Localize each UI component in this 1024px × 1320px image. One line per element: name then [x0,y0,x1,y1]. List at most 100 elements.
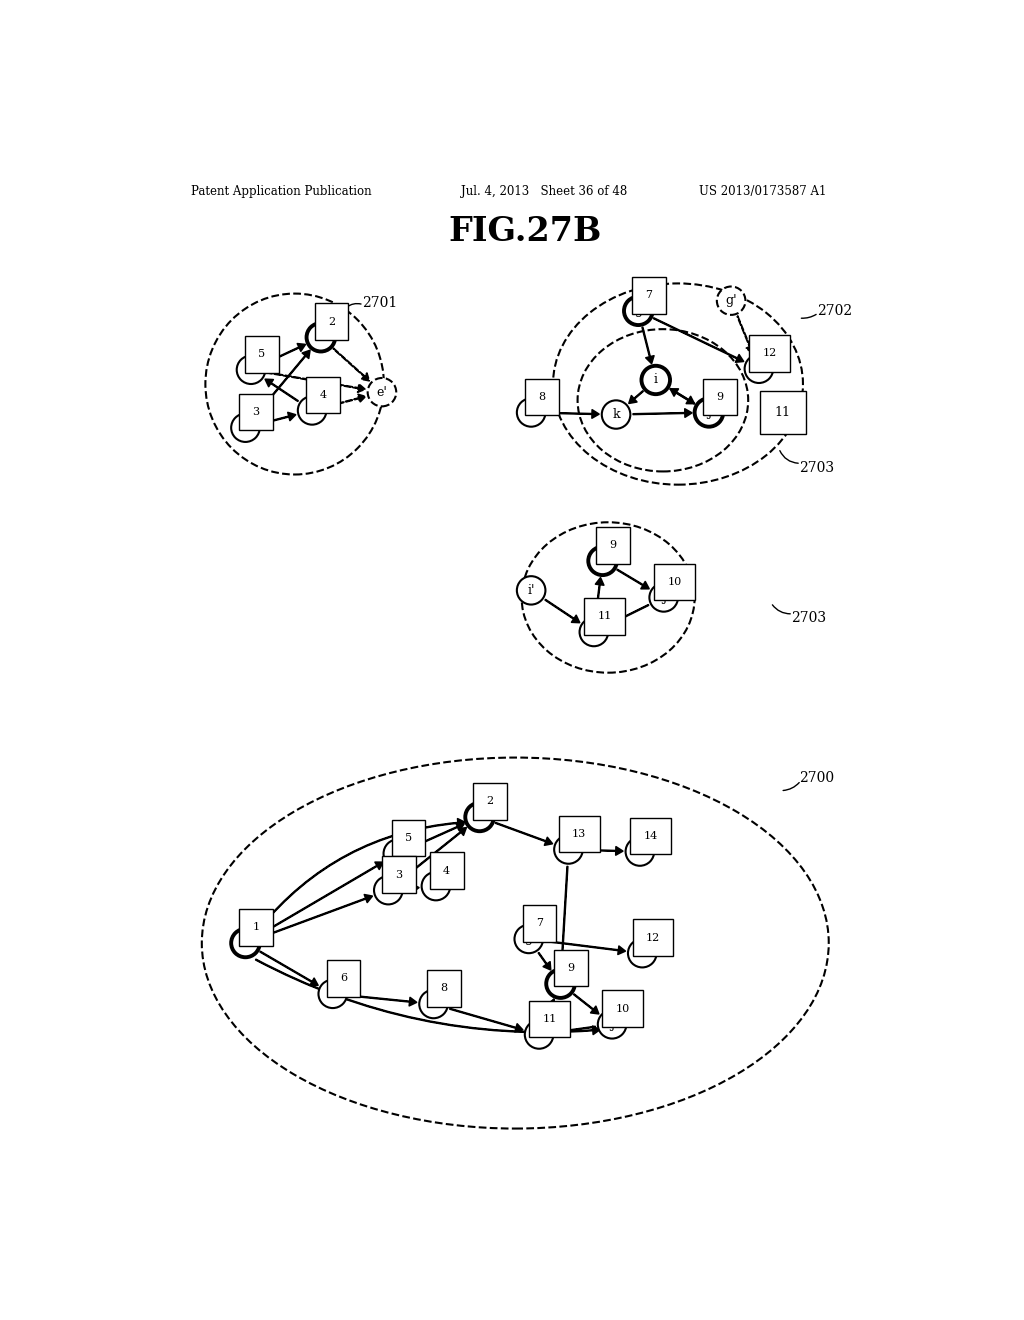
Text: 5: 5 [404,833,412,843]
FancyArrowPatch shape [256,960,600,1035]
FancyArrowPatch shape [671,389,694,404]
Text: m: m [306,404,318,417]
Ellipse shape [580,618,608,647]
Text: FIG.27B: FIG.27B [449,215,601,248]
Text: g': g' [725,294,737,308]
FancyArrowPatch shape [261,895,373,937]
Ellipse shape [384,840,412,867]
Ellipse shape [628,939,656,968]
Text: d: d [247,363,255,376]
FancyArrowPatch shape [573,994,599,1014]
Ellipse shape [231,413,260,442]
FancyArrowPatch shape [496,822,552,845]
Text: 12: 12 [763,348,777,358]
FancyArrowPatch shape [617,569,649,589]
Text: i: i [558,977,562,990]
FancyArrowPatch shape [265,379,298,401]
Text: i: i [653,374,657,387]
Text: 9: 9 [716,392,723,401]
Text: Patent Application Publication: Patent Application Publication [191,185,372,198]
Text: l: l [566,843,570,857]
FancyArrowPatch shape [642,327,654,363]
Ellipse shape [419,990,447,1018]
Ellipse shape [649,583,678,611]
FancyArrowPatch shape [401,828,466,880]
Text: 11: 11 [597,611,611,622]
FancyArrowPatch shape [256,350,310,414]
Text: 11: 11 [543,1014,557,1024]
Text: c: c [242,421,249,434]
Text: 9: 9 [609,540,616,550]
Text: n: n [636,845,644,858]
Text: 3: 3 [253,407,260,417]
Text: 5: 5 [258,350,265,359]
Text: 13: 13 [572,829,587,840]
Text: c: c [385,883,392,896]
Text: 2701: 2701 [362,296,397,310]
Text: 2703: 2703 [799,462,834,475]
FancyArrowPatch shape [267,372,366,392]
FancyArrowPatch shape [414,824,464,847]
Text: 14: 14 [643,832,657,841]
Ellipse shape [598,1010,627,1039]
Ellipse shape [517,576,546,605]
Ellipse shape [231,929,260,957]
Ellipse shape [717,286,745,315]
FancyArrowPatch shape [260,952,318,986]
FancyArrowPatch shape [670,388,694,404]
Ellipse shape [641,366,670,395]
Ellipse shape [602,400,631,429]
Text: 2700: 2700 [799,771,834,785]
Text: 1: 1 [253,923,260,932]
FancyArrowPatch shape [629,391,643,404]
Text: e: e [317,331,325,343]
FancyArrowPatch shape [406,884,419,892]
Text: m: m [430,879,441,892]
Text: a: a [242,937,249,949]
Ellipse shape [318,979,347,1008]
Ellipse shape [525,1020,553,1048]
Text: e: e [476,810,483,824]
Text: US 2013/0173587 A1: US 2013/0173587 A1 [699,185,826,198]
Text: 4: 4 [319,389,327,400]
Text: j: j [610,1018,614,1031]
Ellipse shape [554,836,583,863]
FancyArrowPatch shape [546,999,555,1019]
Text: 2: 2 [328,317,335,326]
Text: k: k [612,408,620,421]
Text: j: j [707,407,711,418]
Text: Jul. 4, 2013   Sheet 36 of 48: Jul. 4, 2013 Sheet 36 of 48 [461,185,628,198]
Text: 2703: 2703 [791,611,825,624]
Text: j: j [662,591,666,605]
Text: f: f [640,946,644,960]
Text: 7: 7 [536,919,543,928]
FancyArrowPatch shape [545,599,580,623]
Ellipse shape [588,546,616,576]
Text: 4: 4 [443,866,451,875]
Text: h: h [527,407,536,418]
Text: 9: 9 [567,964,574,973]
Text: 12: 12 [646,933,660,942]
FancyArrowPatch shape [548,409,599,418]
Text: ~: ~ [769,405,782,420]
Ellipse shape [306,323,335,351]
FancyArrowPatch shape [450,1008,522,1032]
Text: d: d [394,847,401,861]
Text: f: f [757,362,761,375]
FancyArrowPatch shape [266,343,305,363]
FancyArrowPatch shape [260,862,383,935]
Text: 2702: 2702 [817,304,852,318]
Text: h: h [429,998,437,1011]
Text: 8: 8 [539,392,546,401]
FancyArrowPatch shape [653,318,743,362]
Ellipse shape [626,837,654,866]
Ellipse shape [237,355,265,384]
FancyArrowPatch shape [349,995,417,1006]
Ellipse shape [517,399,546,426]
Ellipse shape [368,378,396,407]
FancyArrowPatch shape [546,941,626,954]
Text: 2: 2 [486,796,494,807]
Text: 6: 6 [340,973,347,983]
FancyArrowPatch shape [333,348,370,380]
Text: g: g [634,305,642,317]
